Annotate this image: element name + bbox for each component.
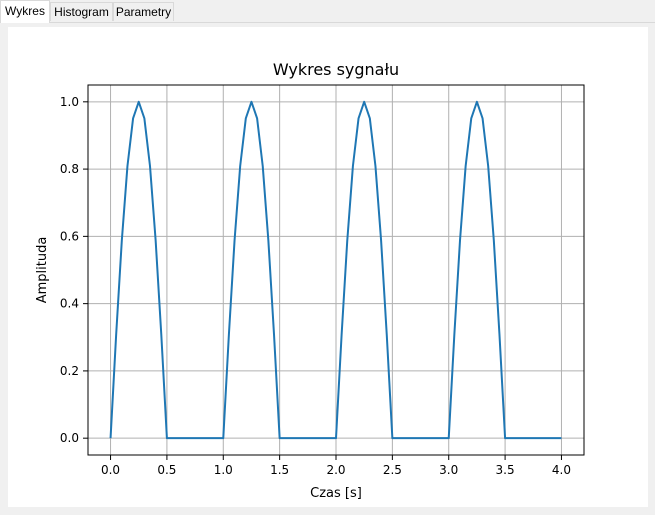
x-tick-label: 2.0 bbox=[326, 463, 345, 477]
plot-canvas: 0.0 0.5 1.0 1.5 2.0 2.5 3.0 3.5 4.0 0.0 0.2 0.4 0.6 0… bbox=[8, 27, 648, 507]
y-tick-label: 0.6 bbox=[60, 229, 79, 243]
tick-layer: 0.0 0.5 1.0 1.5 2.0 2.5 3.0 3.5 4.0 0.0 0.2 0.4 0.6 0… bbox=[60, 95, 571, 477]
signal-line bbox=[109, 100, 562, 440]
grid-layer bbox=[88, 85, 584, 455]
x-tick-label: 2.5 bbox=[383, 463, 402, 477]
y-axis-label: Amplituda bbox=[35, 237, 50, 304]
tab-histogram[interactable]: Histogram bbox=[50, 2, 113, 21]
y-tick-label: 0.0 bbox=[60, 431, 79, 445]
x-tick-label: 4.0 bbox=[552, 463, 571, 477]
x-axis-label: Czas [s] bbox=[310, 486, 362, 501]
x-tick-label: 1.0 bbox=[214, 463, 233, 477]
y-tick-label: 0.4 bbox=[60, 297, 79, 311]
y-tick-label: 0.2 bbox=[60, 364, 79, 378]
x-tick-label: 1.5 bbox=[270, 463, 289, 477]
line-layer bbox=[109, 100, 562, 440]
x-tick-label: 3.5 bbox=[496, 463, 515, 477]
chart-title: Wykres sygnału bbox=[273, 60, 399, 79]
signal-chart: 0.0 0.5 1.0 1.5 2.0 2.5 3.0 3.5 4.0 0.0 0.2 0.4 0.6 0… bbox=[35, 60, 585, 501]
tab-parametry[interactable]: Parametry bbox=[113, 2, 174, 21]
y-tick-label: 1.0 bbox=[60, 95, 79, 109]
x-tick-label: 0.0 bbox=[101, 463, 120, 477]
tab-wykres[interactable]: Wykres bbox=[0, 0, 50, 23]
tab-bar: Wykres Histogram Parametry bbox=[0, 0, 655, 23]
y-tick-label: 0.8 bbox=[60, 162, 79, 176]
x-tick-label: 3.0 bbox=[439, 463, 458, 477]
x-tick-label: 0.5 bbox=[157, 463, 176, 477]
